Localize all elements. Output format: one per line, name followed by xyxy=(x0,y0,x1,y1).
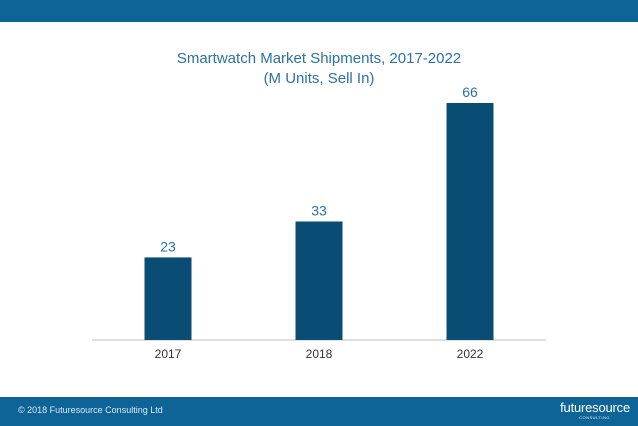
x-tick-label-2022: 2022 xyxy=(457,347,484,361)
bar-2017 xyxy=(144,257,192,340)
x-tick-label-2017: 2017 xyxy=(155,347,182,361)
bars-group: 23 2017 33 2018 66 2022 xyxy=(144,84,494,361)
x-tick-label-2018: 2018 xyxy=(306,347,333,361)
chart-title: Smartwatch Market Shipments, 2017-2022 xyxy=(176,50,462,67)
chart-subtitle: (M Units, Sell In) xyxy=(263,70,375,87)
futuresource-logo: futuresource CONSULTING xyxy=(550,400,630,424)
data-label-2018: 33 xyxy=(311,203,327,219)
footer-bar: © 2018 Futuresource Consulting Ltd futur… xyxy=(0,397,638,426)
bar-2022 xyxy=(446,103,494,340)
bar-2018 xyxy=(295,221,343,340)
copyright-text: © 2018 Futuresource Consulting Ltd xyxy=(18,405,163,415)
data-label-2017: 23 xyxy=(160,238,176,254)
data-label-2022: 66 xyxy=(462,84,478,100)
logo-text: futuresource xyxy=(560,400,630,415)
top-banner xyxy=(0,0,638,22)
logo-subtext: CONSULTING xyxy=(579,415,610,420)
